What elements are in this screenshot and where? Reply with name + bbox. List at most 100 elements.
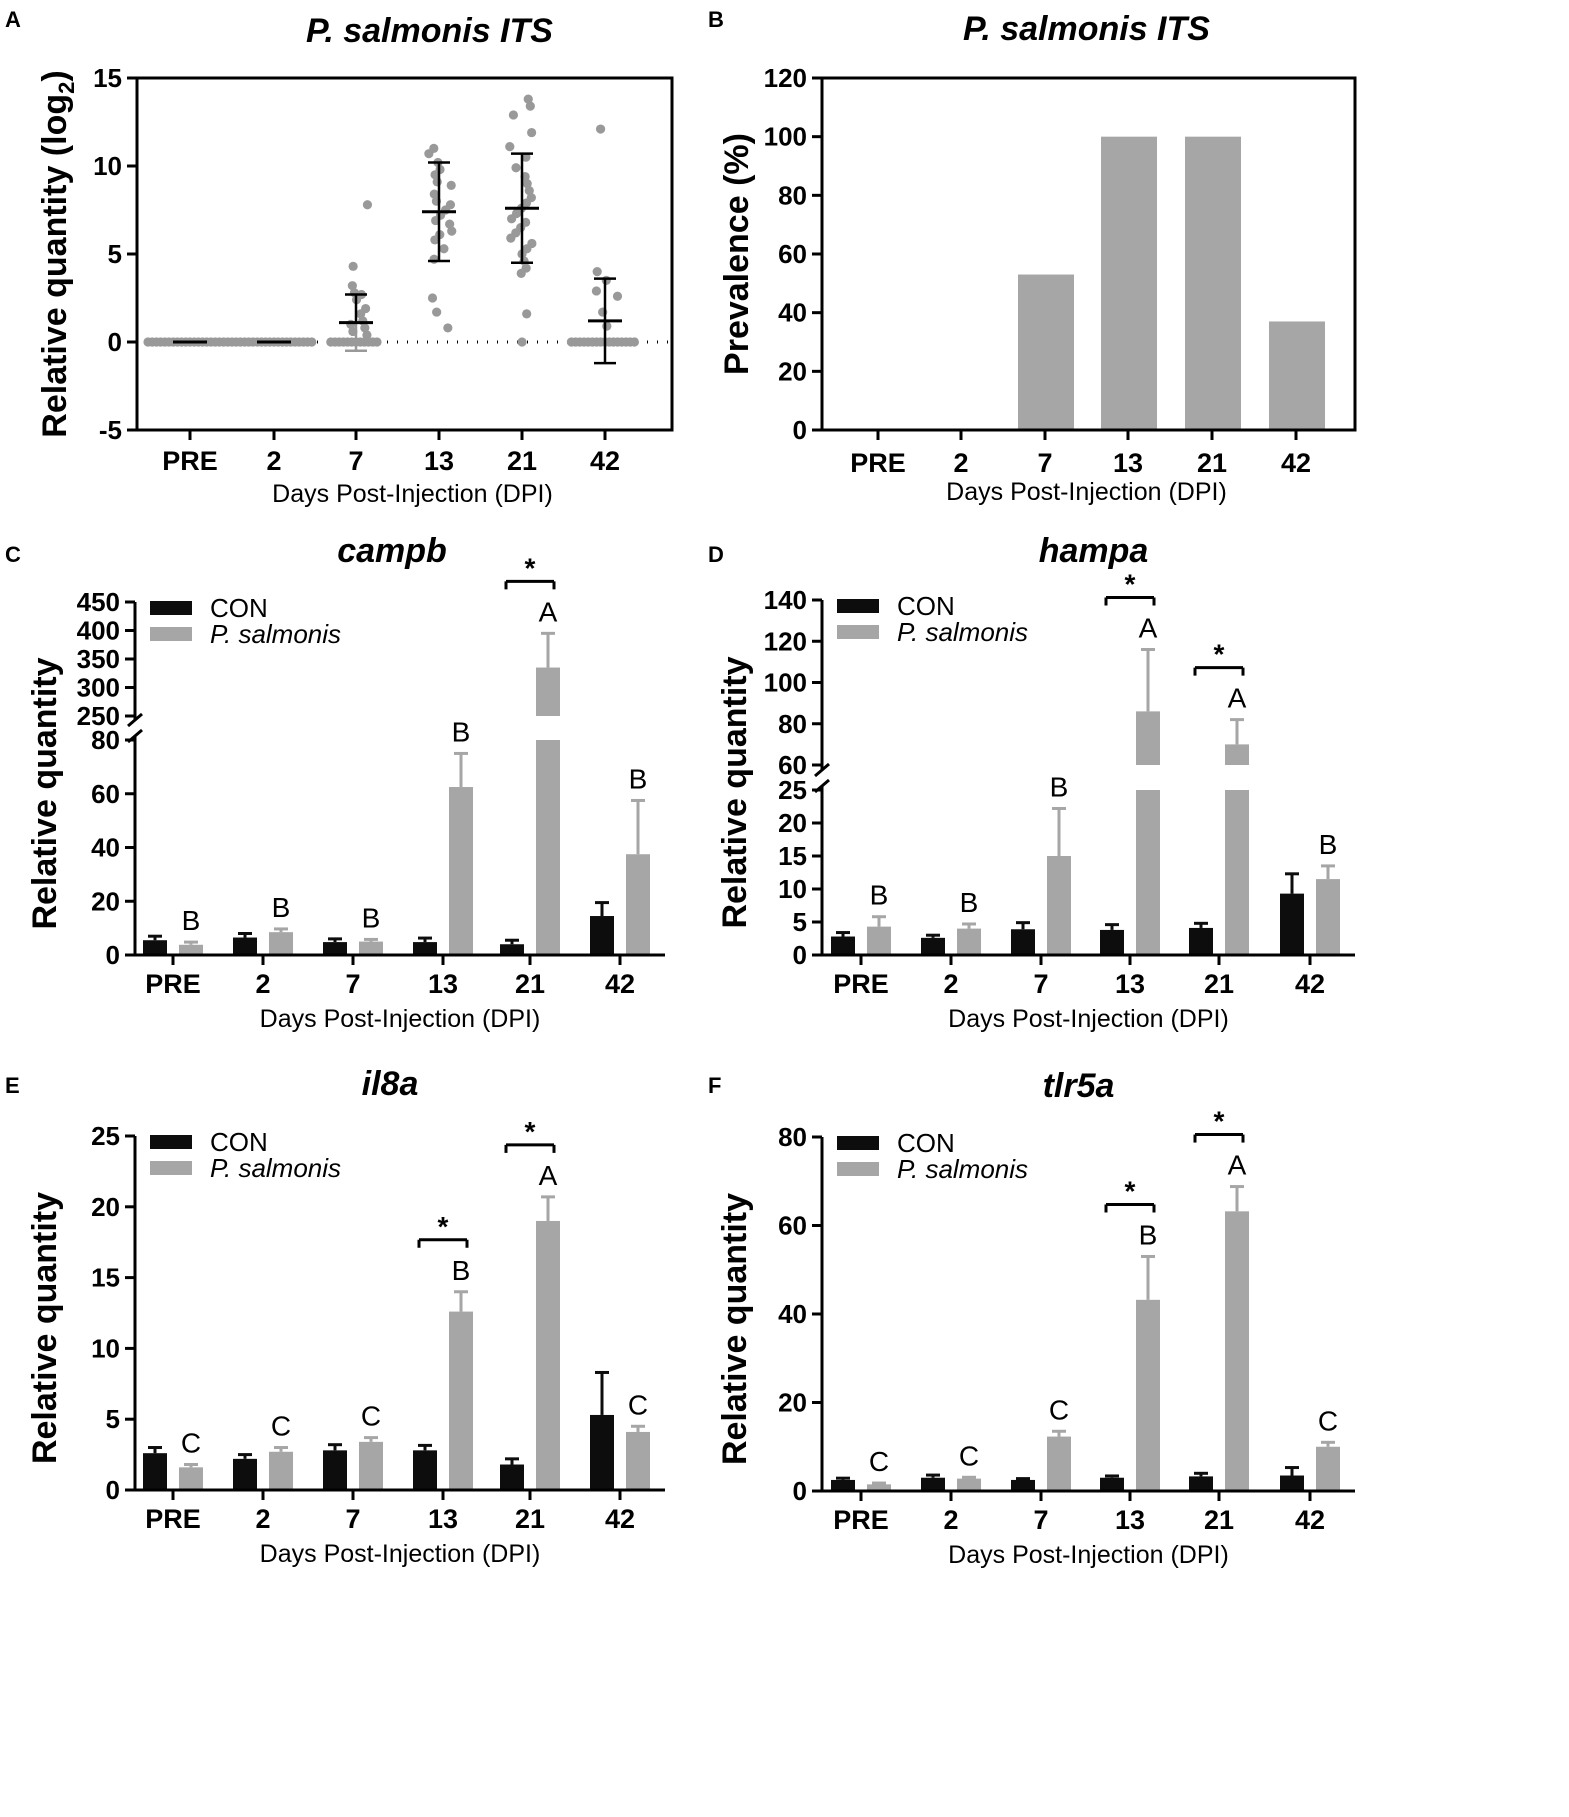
- panel-d-group-letter: B: [1050, 771, 1069, 802]
- panel-b-ytick-label: 60: [778, 239, 807, 269]
- panel-b-ytick-label: 0: [793, 415, 807, 445]
- panel-c-sig-star: *: [525, 552, 536, 583]
- panel-a-point: [522, 309, 532, 319]
- panel-c-group-letter: A: [539, 596, 558, 627]
- panel-a-point: [424, 149, 434, 159]
- panel-a-point: [143, 337, 153, 347]
- panel-f-con-bar: [1189, 1476, 1213, 1491]
- panel-f-xtick-label: 7: [1033, 1505, 1048, 1535]
- panel-d-ytick-label: 80: [778, 709, 807, 739]
- panel-d-ytick-label: 5: [793, 907, 807, 937]
- panel-c-group-letter: B: [629, 763, 648, 794]
- panel-f-sig-star: *: [1125, 1175, 1136, 1206]
- panel-a-point: [591, 286, 602, 296]
- panel-d-xtick-label: PRE: [833, 969, 889, 999]
- panel-e-group-letter: C: [628, 1389, 648, 1420]
- panel-c-ps-bar: [179, 944, 203, 955]
- panel-a-point: [508, 110, 519, 120]
- panel-d-group-letter: B: [1319, 829, 1338, 860]
- panel-a-point: [522, 179, 532, 189]
- panel-a-point: [516, 268, 526, 278]
- panel-a-point: [429, 254, 439, 264]
- panel-b-bar: [1185, 136, 1241, 430]
- panel-c-ps-bar: [536, 740, 560, 955]
- panel-d-con-bar: [1189, 927, 1213, 955]
- panel-a-point: [348, 261, 358, 271]
- panel-b-ytick-label: 40: [778, 298, 807, 328]
- panel-c-xtick-label: 42: [605, 969, 635, 999]
- panel-d-ps-bar: [1225, 744, 1249, 765]
- panel-d-ytick-label: 10: [778, 874, 807, 904]
- panel-f-group-letter: C: [869, 1446, 889, 1477]
- panel-f-ps-bar: [867, 1484, 891, 1491]
- panel-c-ytick-label: 20: [91, 886, 120, 916]
- panel-a-xtick-label: 2: [266, 446, 281, 476]
- panel-e-con-bar: [323, 1450, 347, 1490]
- panel-c-ps-bar: [449, 787, 473, 955]
- panel-e-xtick-label: 13: [428, 1504, 458, 1534]
- panel-c-con-bar: [590, 916, 614, 955]
- panel-d-ps-bar: [1047, 856, 1071, 955]
- panel-a-point: [445, 219, 455, 229]
- panel-c-ytick-label: 450: [77, 587, 120, 617]
- panel-d-group-letter: A: [1228, 683, 1247, 714]
- panel-a-point: [356, 309, 366, 319]
- panel-letter-f: F: [708, 1073, 721, 1098]
- panel-e-con-bar: [413, 1450, 437, 1490]
- panel-d-con-bar: [921, 937, 945, 955]
- panel-d-con-bar: [831, 936, 855, 955]
- panel-a-point: [362, 330, 372, 340]
- panel-f-ytick-label: 20: [778, 1388, 807, 1418]
- panel-f-con-bar: [1100, 1477, 1124, 1491]
- panel-a-point: [372, 337, 382, 347]
- panel-b-ytick-label: 100: [764, 122, 807, 152]
- panel-d-axis-break: [814, 762, 830, 778]
- panel-d-ytick-label: 15: [778, 841, 807, 871]
- panel-c-ps-bar: [359, 941, 383, 955]
- panel-e-group-letter: B: [452, 1255, 471, 1286]
- panel-c-xtick-label: 7: [345, 969, 360, 999]
- panel-d-xtick-label: 42: [1295, 969, 1325, 999]
- panel-e-legend-swatch-con: [150, 1135, 192, 1149]
- panel-e-con-bar: [590, 1414, 614, 1490]
- panel-c-con-bar: [413, 942, 437, 955]
- panel-b-ytick-label: 20: [778, 356, 807, 386]
- panel-a-frame: [135, 76, 674, 432]
- panel-f-legend-swatch-con: [837, 1136, 879, 1150]
- panel-d-con-bar: [1011, 929, 1035, 955]
- panel-a-title: P. salmonis ITS: [306, 12, 553, 50]
- panel-c-legend-swatch-ps: [150, 627, 192, 641]
- panel-b-xtick-label: 2: [953, 448, 968, 478]
- panel-d-legend-swatch-ps: [837, 625, 879, 639]
- panel-b-ylabel: Prevalence (%): [718, 133, 756, 375]
- panel-c-ytick-label: 0: [106, 940, 120, 970]
- panel-f-con-bar: [921, 1477, 945, 1491]
- panel-c-xtick-label: 2: [255, 969, 270, 999]
- panel-c-legend-con: CON: [210, 593, 268, 623]
- panel-letter-c: C: [5, 542, 21, 567]
- panel-f-ps-bar: [1047, 1436, 1071, 1491]
- panel-d-xtick-label: 7: [1033, 969, 1048, 999]
- panel-c-legend-swatch-con: [150, 601, 192, 615]
- panel-a-xtick-label: 13: [424, 446, 454, 476]
- panel-a-point: [362, 200, 373, 210]
- panel-a-point: [527, 127, 537, 138]
- panel-c-ylabel: Relative quantity: [26, 657, 64, 929]
- panel-e-title: il8a: [362, 1065, 419, 1103]
- panel-c-con-bar: [233, 937, 257, 955]
- panel-e-group-letter: C: [361, 1401, 381, 1432]
- panel-letter-d: D: [708, 542, 724, 567]
- panel-a-xtick-label: 21: [507, 446, 537, 476]
- panel-e-ps-bar: [449, 1311, 473, 1490]
- panel-a-ytick-label: 5: [108, 239, 122, 269]
- panel-c-group-letter: B: [362, 902, 381, 933]
- panel-a-point: [525, 101, 535, 111]
- panel-e-xtick-label: 42: [605, 1504, 635, 1534]
- panel-a-point: [505, 142, 515, 152]
- panel-a-point: [524, 186, 534, 196]
- panel-c-title: campb: [337, 532, 447, 570]
- panel-e-xlabel: Days Post-Injection (DPI): [260, 1540, 541, 1568]
- panel-d-legend-con: CON: [897, 591, 955, 621]
- panel-b-xtick-label: 13: [1113, 448, 1143, 478]
